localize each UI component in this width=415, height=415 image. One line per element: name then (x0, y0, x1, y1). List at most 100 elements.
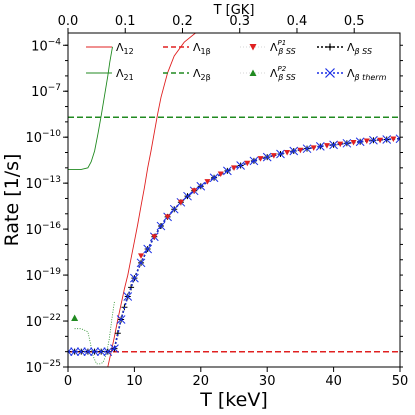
legend-marker (326, 43, 334, 51)
legend-entry: ΛP1 β SS (240, 39, 296, 56)
top-tick-label: 0.2 (172, 14, 193, 29)
legend-marker (249, 44, 257, 51)
legend-label: ΛP1 β SS (270, 39, 296, 56)
point-lambda-beta-ss-p1 (297, 147, 304, 154)
point-lambda-beta-therm (209, 173, 219, 183)
point-lambda-beta-therm (223, 166, 232, 176)
y-tick-label: 10−10 (25, 129, 61, 146)
y-tick-label: 10−4 (31, 37, 61, 54)
legend-label: Λ1β (193, 41, 211, 56)
series-lambda-beta-therm (68, 138, 400, 353)
point-lambda-beta-ss-p1 (350, 140, 357, 146)
point-lambda-beta-therm (70, 347, 79, 357)
x-tick-label: 40 (325, 374, 342, 389)
legend-entry: Λ1β (163, 41, 211, 56)
point-lambda-beta-ss-p1 (337, 141, 344, 148)
legend-label: Λ12 (116, 41, 134, 56)
legend: Λ12 Λ21 Λ1β Λ2β ΛP1 β SS ΛP2 β SS Λβ SS Λβ therm (86, 39, 387, 82)
point-lambda-beta-therm (83, 347, 93, 357)
point-lambda-beta-therm (96, 347, 106, 357)
legend-label: Λ21 (116, 67, 134, 82)
point-lambda-beta-ss-p1 (390, 136, 397, 143)
plot-frame (67, 32, 401, 368)
point-lambda-beta-ss-p1 (138, 253, 145, 259)
legend-marker (249, 69, 257, 76)
point-lambda-beta-ss-p1 (231, 165, 237, 171)
point-lambda-beta-therm (130, 273, 139, 283)
legend-entry: Λβ SS (317, 41, 372, 56)
point-lambda-beta-therm (123, 292, 133, 301)
point-lambda-beta-therm (249, 156, 259, 166)
point-lambda-beta-therm (196, 181, 206, 191)
x-axis-label: T [keV] (199, 389, 267, 411)
legend-label: ΛP2 β SS (270, 65, 296, 82)
point-lambda-beta-therm (143, 244, 153, 254)
point-lambda-beta-ss-p2 (71, 314, 79, 321)
point-lambda-beta-therm (329, 140, 338, 150)
y-axis-label: Rate [1/s] (1, 154, 23, 247)
point-lambda-beta-therm (156, 221, 166, 231)
y-tick-label: 10−25 (25, 359, 61, 376)
x-tick-label: 50 (392, 374, 409, 389)
series-lambda-beta-ss-p2-curve (74, 301, 115, 365)
point-lambda-beta-therm (169, 204, 179, 214)
point-lambda-beta-therm (110, 344, 119, 353)
point-lambda-beta-therm (302, 144, 312, 154)
point-lambda-beta-therm (289, 146, 299, 156)
point-lambda-beta-therm (103, 347, 113, 357)
point-lambda-beta-therm (183, 191, 192, 201)
point-lambda-beta-ss-p1 (204, 179, 211, 185)
top-tick-label: 0.3 (229, 14, 250, 29)
top-axis-label: T [GK] (213, 3, 255, 18)
point-lambda-beta-ss-p1 (217, 171, 224, 177)
y-tick-label: 10−19 (25, 267, 61, 284)
point-lambda-beta-therm (355, 137, 365, 147)
x-tick-label: 10 (126, 374, 143, 389)
series-lambda-12 (107, 33, 196, 367)
legend-label: Λβ therm (347, 67, 387, 82)
point-lambda-beta-therm (395, 134, 400, 144)
legend-marker (325, 68, 335, 78)
point-lambda-beta-therm (136, 258, 146, 268)
legend-label: Λ2β (193, 67, 211, 82)
x-tick-label: 0 (64, 374, 72, 389)
point-lambda-beta-ss-p1 (310, 145, 317, 151)
point-lambda-beta-therm (382, 135, 392, 144)
point-lambda-beta-ss-p1 (244, 160, 251, 167)
point-lambda-beta-therm (116, 315, 126, 324)
y-tick-label: 10−7 (31, 83, 61, 100)
point-lambda-beta-ss-p1 (363, 138, 370, 145)
top-tick-label: 0.0 (58, 14, 79, 29)
point-lambda-beta-therm (369, 135, 378, 145)
top-tick-label: 0.1 (115, 14, 136, 29)
series-lambda-21 (68, 46, 113, 170)
point-lambda-beta-therm (276, 149, 285, 159)
top-tick-label: 0.4 (287, 14, 308, 29)
legend-entry: Λ2β (163, 67, 211, 82)
series-layer (68, 33, 400, 367)
y-tick-label: 10−13 (25, 175, 61, 192)
point-lambda-beta-therm (342, 138, 352, 148)
point-lambda-beta-ss-p1 (164, 214, 171, 220)
x-tick-label: 20 (193, 374, 210, 389)
legend-entry: ΛP2 β SS (240, 65, 296, 82)
point-lambda-beta-ss-p1 (257, 156, 264, 162)
point-lambda-beta-ss-p1 (191, 188, 198, 194)
point-lambda-beta-ss-p1 (177, 199, 184, 206)
point-lambda-beta-ss (128, 284, 135, 291)
legend-label: Λβ SS (347, 41, 372, 56)
legend-entry: Λβ therm (317, 67, 387, 82)
point-lambda-beta-therm (90, 347, 99, 357)
plot-area (68, 33, 400, 367)
point-lambda-beta-therm (262, 152, 272, 162)
axes-layer: 0 10 20 30 40 50 0.0 0.1 0.2 0.3 0.4 0.5 10−25 10−22 1… (25, 14, 408, 389)
x-tick-label: 30 (259, 374, 276, 389)
legend-entry: Λ21 (86, 67, 134, 82)
point-lambda-beta-ss-p1 (377, 137, 384, 144)
point-lambda-beta-ss-p1 (284, 150, 291, 156)
point-lambda-beta-ss-p1 (270, 153, 277, 159)
legend-entry: Λ12 (86, 41, 134, 56)
point-lambda-beta-ss-p1 (323, 143, 330, 149)
y-tick-label: 10−22 (25, 313, 61, 330)
